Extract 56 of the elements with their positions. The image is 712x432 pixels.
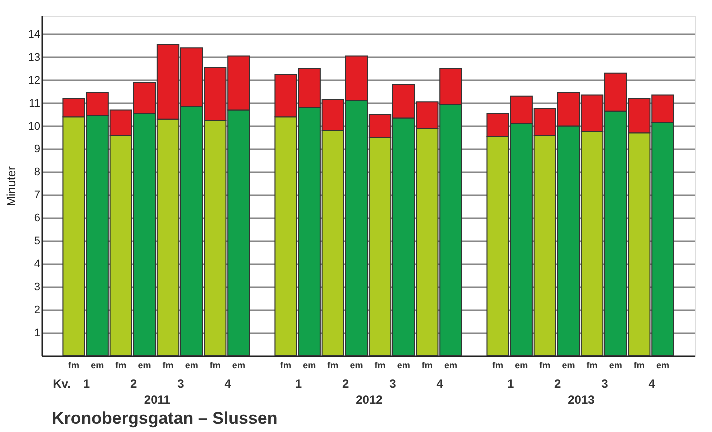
text: 4 [224, 377, 232, 391]
text: 4 [436, 377, 444, 391]
y-tick-label: 4 [34, 258, 40, 271]
text: 3 [390, 377, 397, 391]
x-tick-label: em [138, 360, 152, 370]
text: 2 [554, 377, 562, 391]
y-tick-label: 7 [34, 190, 40, 202]
text: Kv. [53, 377, 71, 391]
text: 1 [295, 377, 302, 391]
x-tick-label: fm [374, 360, 386, 370]
x-tick-label: fm [422, 360, 433, 370]
text: 2013 [568, 393, 596, 407]
x-tick-label: fm [116, 360, 127, 370]
y-tick-label: 3 [34, 282, 40, 294]
x-tick-label: fm [68, 360, 80, 370]
text: 1 [83, 377, 90, 391]
x-tick-label: em [444, 360, 458, 370]
y-tick-label: 11 [29, 98, 40, 110]
text: 3 [602, 377, 609, 391]
x-tick-label: em [515, 360, 528, 370]
text: 2012 [356, 393, 384, 407]
y-tick-label: 6 [34, 212, 40, 225]
x-tick-label: em [656, 360, 670, 370]
y-axis-title: Minuter [4, 166, 18, 207]
x-tick-label: em [350, 360, 364, 370]
y-tick-label: 10 [28, 120, 40, 133]
x-tick-label: fm [540, 360, 551, 370]
x-tick-label: fm [328, 360, 339, 370]
text: 1 [507, 377, 514, 391]
y-tick-label: 12 [28, 74, 40, 87]
text: 3 [178, 377, 185, 391]
y-tick-label: 5 [34, 236, 40, 248]
x-tick-label: em [185, 360, 198, 370]
text: 2011 [144, 393, 171, 407]
y-tick-label: 9 [34, 144, 40, 156]
text: Kronobergsgatan – Slussen [52, 409, 278, 428]
x-tick-label: em [562, 360, 576, 370]
x-tick-label: em [609, 360, 622, 370]
x-tick-label: em [397, 360, 410, 370]
y-tick-label: 14 [28, 28, 40, 41]
x-tick-label: fm [586, 360, 598, 370]
y-tick-label: 8 [34, 166, 40, 179]
x-tick-label: fm [634, 360, 645, 370]
text: 2 [342, 377, 350, 391]
x-tick-label: em [303, 360, 316, 370]
y-tick-label: 2 [34, 304, 40, 317]
text: 2 [130, 377, 138, 391]
x-tick-label: em [232, 360, 246, 370]
text: 4 [648, 377, 656, 391]
y-tick-label: 1 [34, 328, 40, 340]
x-tick-label: em [91, 360, 104, 370]
x-tick-label: fm [210, 360, 221, 370]
x-tick-label: fm [280, 360, 292, 370]
y-tick-label: 13 [28, 52, 40, 64]
x-tick-label: fm [492, 360, 504, 370]
x-tick-label: fm [162, 360, 174, 370]
